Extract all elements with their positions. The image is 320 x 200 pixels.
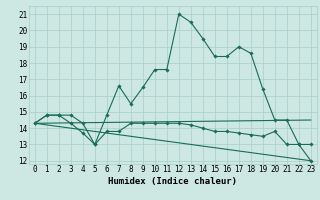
X-axis label: Humidex (Indice chaleur): Humidex (Indice chaleur) bbox=[108, 177, 237, 186]
